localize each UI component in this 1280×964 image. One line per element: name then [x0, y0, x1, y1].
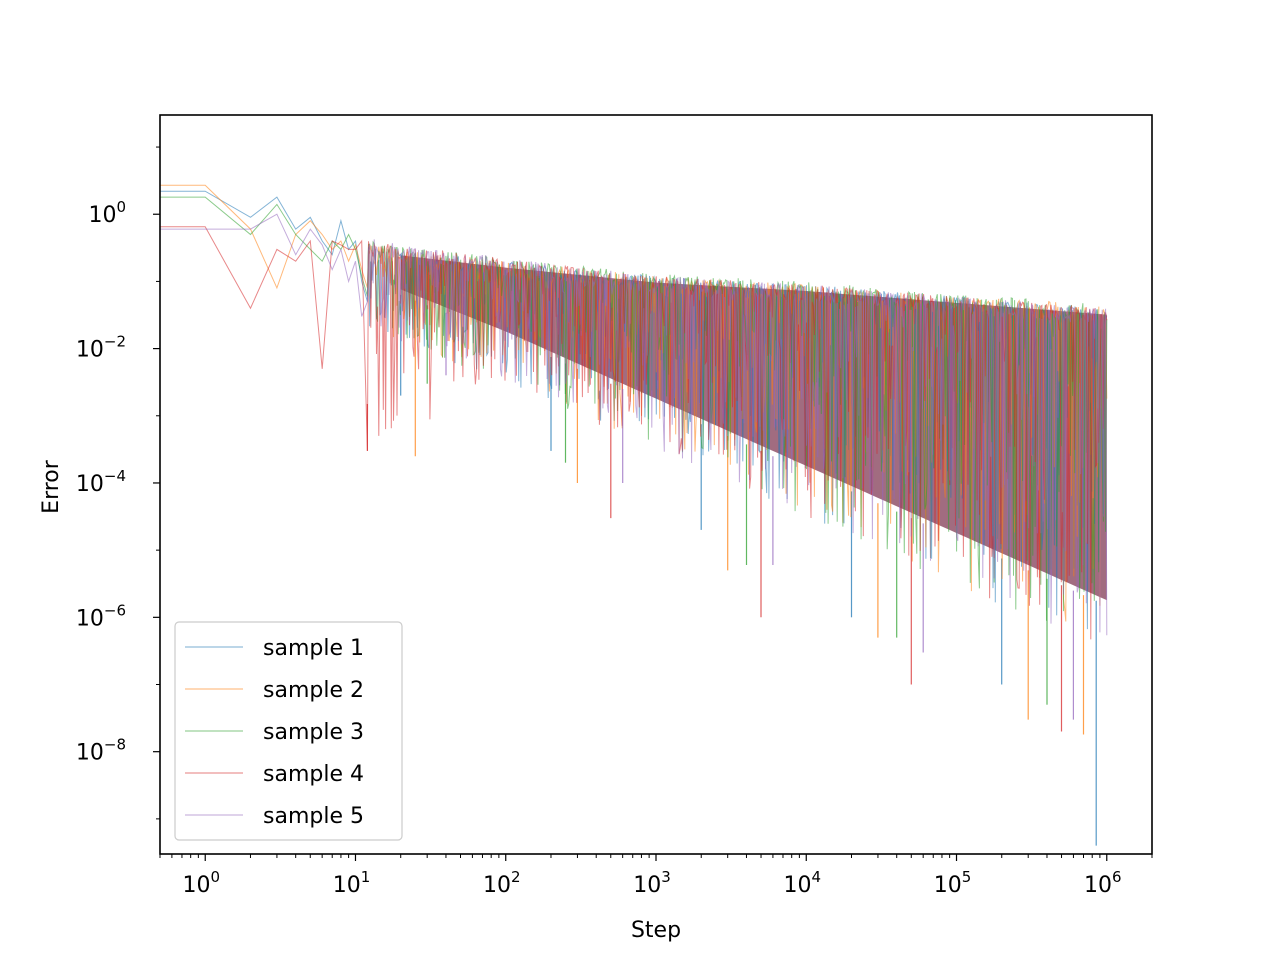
series-line-sample-5 — [160, 213, 1108, 636]
series-4-group — [160, 226, 1108, 732]
y-axis-ticks: 100 10−2 10−4 10−6 10−8 — [76, 146, 160, 820]
x-axis-ticks: 100 101 102 103 104 105 106 — [159, 854, 1153, 898]
x-tick-label: 101 — [333, 868, 371, 898]
series-line-sample-4 — [160, 226, 1108, 640]
legend: sample 1 sample 2 sample 3 sample 4 sample 5 — [174, 621, 403, 841]
y-tick-label: 10−2 — [76, 333, 126, 363]
legend-label-sample-1: sample 1 — [263, 636, 364, 661]
y-tick-label: 10−4 — [76, 467, 126, 497]
y-tick-label: 100 — [88, 198, 126, 228]
y-tick-label: 10−8 — [76, 736, 126, 766]
x-tick-label: 106 — [1084, 868, 1122, 898]
x-tick-label: 102 — [483, 868, 521, 898]
x-axis-label: Step — [631, 918, 681, 943]
legend-label-sample-5: sample 5 — [263, 804, 364, 829]
y-tick-label: 10−6 — [76, 601, 126, 631]
legend-label-sample-4: sample 4 — [263, 762, 364, 787]
x-tick-label: 103 — [633, 868, 671, 898]
chart-marks — [160, 184, 1108, 846]
x-tick-label: 104 — [783, 868, 821, 898]
legend-label-sample-3: sample 3 — [263, 720, 364, 745]
legend-box — [174, 621, 403, 841]
y-axis-label: Error — [39, 459, 64, 514]
legend-label-sample-2: sample 2 — [263, 678, 364, 703]
x-tick-label: 105 — [934, 868, 972, 898]
x-tick-label: 100 — [182, 868, 220, 898]
series-5-group — [160, 213, 1108, 720]
